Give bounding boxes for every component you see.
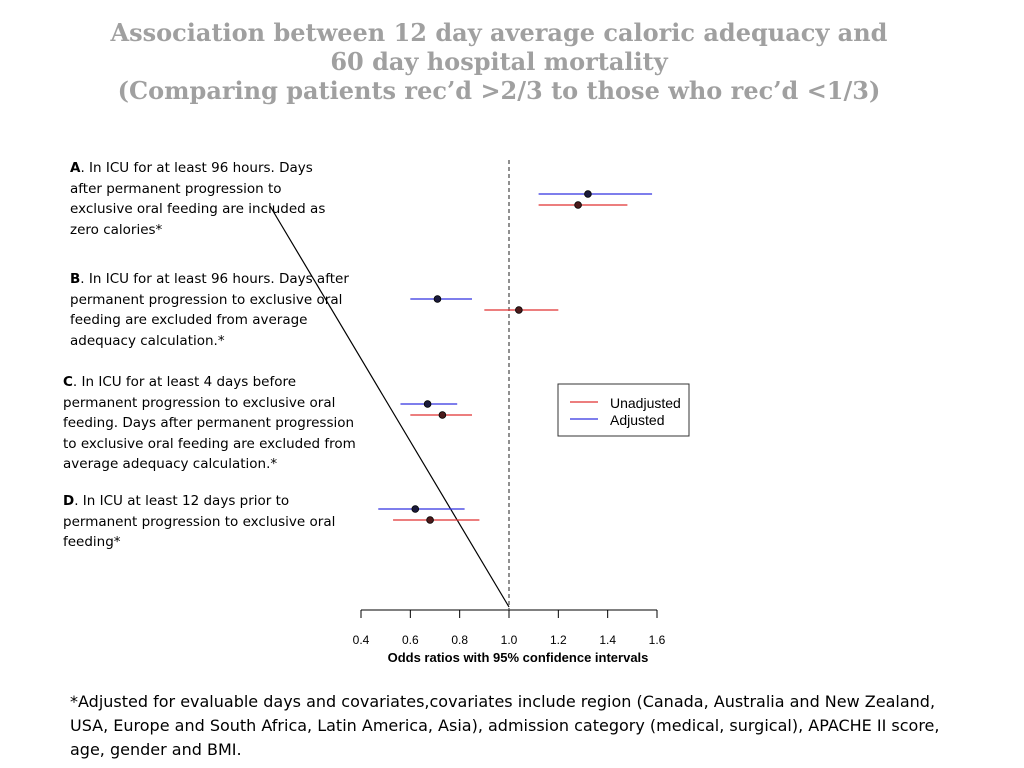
estimate-point-unadjusted-c xyxy=(438,411,447,419)
estimate-point-unadjusted-b xyxy=(515,306,523,314)
annotation-pointer-line xyxy=(269,205,510,608)
panel-b-text: . In ICU for at least 96 hours. Days aft… xyxy=(70,271,349,349)
plot-marks xyxy=(378,160,653,610)
panel-d-letter: D xyxy=(63,493,75,509)
x-tick-label: 1.4 xyxy=(599,633,616,647)
x-tick-label: 1.0 xyxy=(501,633,518,647)
slide-title: Association between 12 day average calor… xyxy=(0,18,998,105)
legend: Unadjusted Adjusted xyxy=(557,383,690,437)
panel-a-letter: A xyxy=(70,160,81,176)
panel-b-letter: B xyxy=(70,271,81,287)
footnote: *Adjusted for evaluable days and covaria… xyxy=(70,692,940,759)
panel-c-note: C. In ICU for at least 4 days before per… xyxy=(63,372,363,475)
title-line-3: (Comparing patients rec’d >2/3 to those … xyxy=(117,76,881,105)
estimate-point-unadjusted-d xyxy=(426,516,434,524)
legend-label-adjusted: Adjusted xyxy=(610,412,664,428)
panel-a-note: A. In ICU for at least 96 hours. Days af… xyxy=(70,158,340,240)
x-tick-label: 0.4 xyxy=(353,633,370,647)
x-tick-label: 0.6 xyxy=(402,633,419,647)
x-tick-label: 1.2 xyxy=(550,633,567,647)
x-axis-title: Odds ratios with 95% confidence interval… xyxy=(388,650,649,665)
legend-box xyxy=(557,383,690,437)
estimate-point-adjusted-d xyxy=(411,505,420,513)
panel-c-letter: C xyxy=(63,374,73,390)
estimate-point-adjusted-a xyxy=(584,190,592,198)
panel-c-text: . In ICU for at least 4 days before perm… xyxy=(63,374,356,473)
legend-label-unadjusted: Unadjusted xyxy=(610,395,681,411)
panel-a-text: . In ICU for at least 96 hours. Days aft… xyxy=(70,160,326,238)
estimate-point-adjusted-c xyxy=(423,400,432,408)
panel-d-note: D. In ICU at least 12 days prior to perm… xyxy=(63,491,353,553)
x-axis: 0.4 0.6 0.8 1.0 1.2 1.4 1.6 xyxy=(353,609,666,647)
title-line-1: Association between 12 day average calor… xyxy=(110,18,888,47)
x-tick-label: 0.8 xyxy=(451,633,468,647)
estimate-point-unadjusted-a xyxy=(574,201,582,209)
x-tick-label: 1.6 xyxy=(649,633,666,647)
panel-b-note: B. In ICU for at least 96 hours. Days af… xyxy=(70,269,360,351)
panel-d-text: . In ICU at least 12 days prior to perma… xyxy=(63,493,336,551)
title-line-2: 60 day hospital mortality xyxy=(330,47,668,76)
estimate-point-adjusted-b xyxy=(433,295,442,303)
